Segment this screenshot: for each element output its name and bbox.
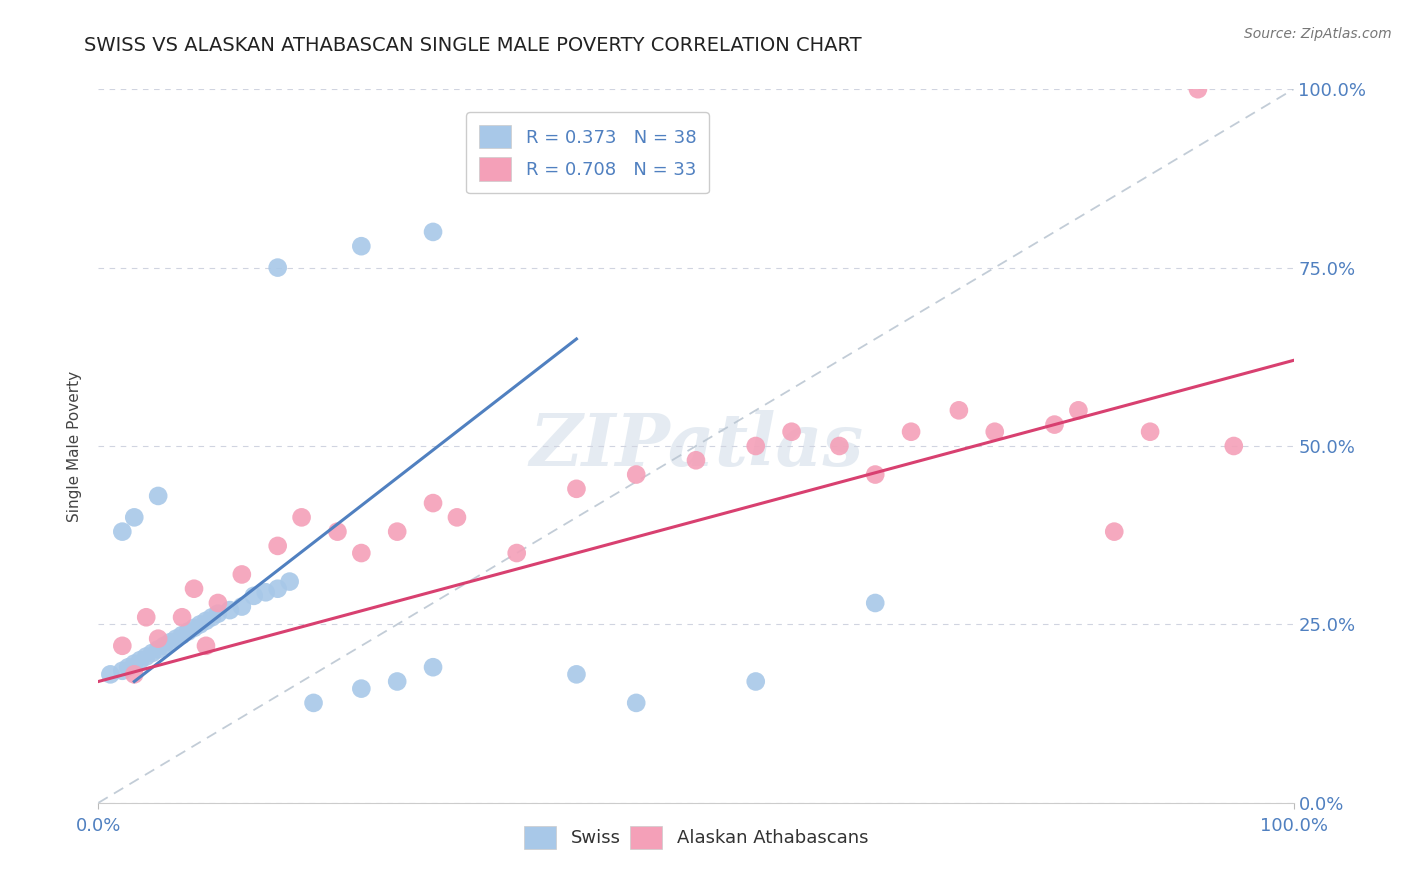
Point [1139,425,1161,439]
Point [278,574,301,589]
Point [565,482,588,496]
Point [385,524,409,539]
Text: SWISS VS ALASKAN ATHABASCAN SINGLE MALE POVERTY CORRELATION CHART: SWISS VS ALASKAN ATHABASCAN SINGLE MALE … [84,36,862,54]
Point [626,696,648,710]
Point [422,660,444,674]
Point [685,453,707,467]
Point [243,589,266,603]
Point [350,546,373,560]
Point [267,260,290,275]
Point [745,439,768,453]
Point [172,628,194,642]
Point [165,632,187,646]
Point [506,546,529,560]
Point [111,664,134,678]
Point [385,674,409,689]
Point [565,667,588,681]
Point [422,225,444,239]
Point [188,617,211,632]
Point [124,510,146,524]
Point [1104,524,1126,539]
Point [1223,439,1246,453]
Point [948,403,970,417]
Point [159,635,181,649]
Point [267,539,290,553]
Point [446,510,468,524]
Point [865,596,887,610]
Point [148,642,170,657]
Point [207,607,229,621]
Point [195,614,218,628]
Point [124,667,146,681]
Point [865,467,887,482]
Point [219,603,242,617]
Point [1187,82,1209,96]
Point [422,496,444,510]
Point [267,582,290,596]
Point [780,425,803,439]
Point [1043,417,1066,432]
Point [326,524,349,539]
Point [98,667,122,681]
Point [195,639,218,653]
Point [207,596,229,610]
Legend: Swiss, Alaskan Athabascans: Swiss, Alaskan Athabascans [515,817,877,858]
Point [254,585,277,599]
Point [626,467,648,482]
Point [291,510,314,524]
Text: ZIPatlas: ZIPatlas [529,410,863,482]
Point [117,660,139,674]
Point [201,610,224,624]
Text: Source: ZipAtlas.com: Source: ZipAtlas.com [1244,27,1392,41]
Y-axis label: Single Male Poverty: Single Male Poverty [67,370,83,522]
Point [124,657,146,671]
Point [148,489,170,503]
Point [828,439,851,453]
Point [177,624,200,639]
Point [111,524,134,539]
Point [900,425,922,439]
Point [984,425,1007,439]
Point [129,653,152,667]
Point [141,646,163,660]
Point [153,639,176,653]
Point [350,239,373,253]
Point [231,567,253,582]
Point [302,696,325,710]
Point [1067,403,1090,417]
Point [231,599,253,614]
Point [183,621,205,635]
Point [148,632,170,646]
Point [135,610,157,624]
Point [172,610,194,624]
Point [183,582,205,596]
Point [111,639,134,653]
Point [745,674,768,689]
Point [135,649,157,664]
Point [350,681,373,696]
